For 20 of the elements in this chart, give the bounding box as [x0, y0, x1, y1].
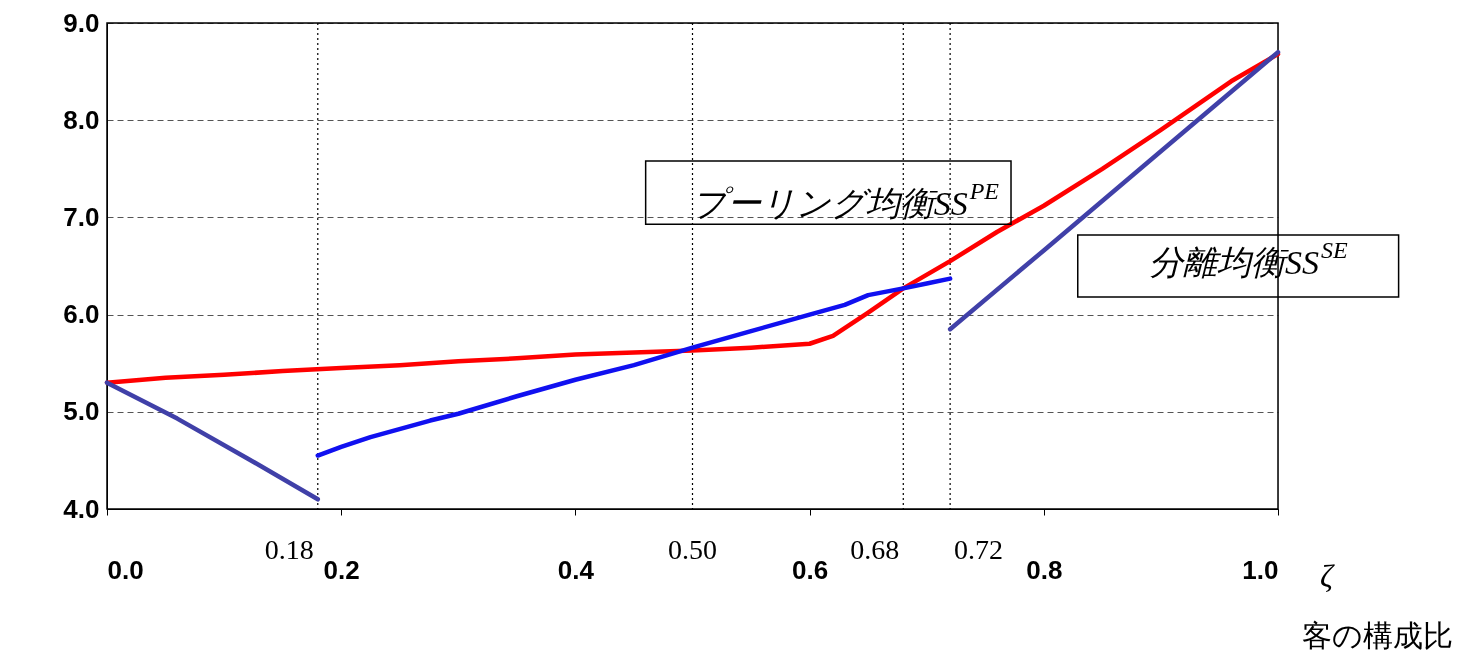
x-tick-label: 0.0 — [107, 554, 144, 585]
ref-line-label: 0.72 — [954, 534, 1004, 565]
y-tick-label: 6.0 — [63, 299, 100, 330]
x-tick-label: 1.0 — [1242, 554, 1279, 585]
y-tick-label: 4.0 — [63, 493, 100, 524]
y-tick-label: 8.0 — [63, 104, 100, 135]
x-tick-label: 0.8 — [1026, 554, 1063, 585]
ref-line-label: 0.50 — [668, 534, 717, 565]
y-tick-label: 9.0 — [63, 7, 100, 38]
x-tick-label: 0.4 — [557, 554, 595, 585]
y-tick-label: 5.0 — [63, 396, 100, 427]
text: 客の構成比 — [1302, 619, 1453, 652]
line-series — [104, 380, 321, 502]
ref-line-label: 0.18 — [264, 534, 314, 565]
line-series — [315, 276, 953, 458]
x-tick-label: 0.2 — [323, 554, 360, 585]
x-axis-title: ζ — [1320, 558, 1335, 594]
x-tick-label: 0.6 — [792, 554, 829, 585]
ref-line-label: 0.68 — [850, 534, 900, 565]
y-tick-label: 7.0 — [63, 201, 100, 232]
